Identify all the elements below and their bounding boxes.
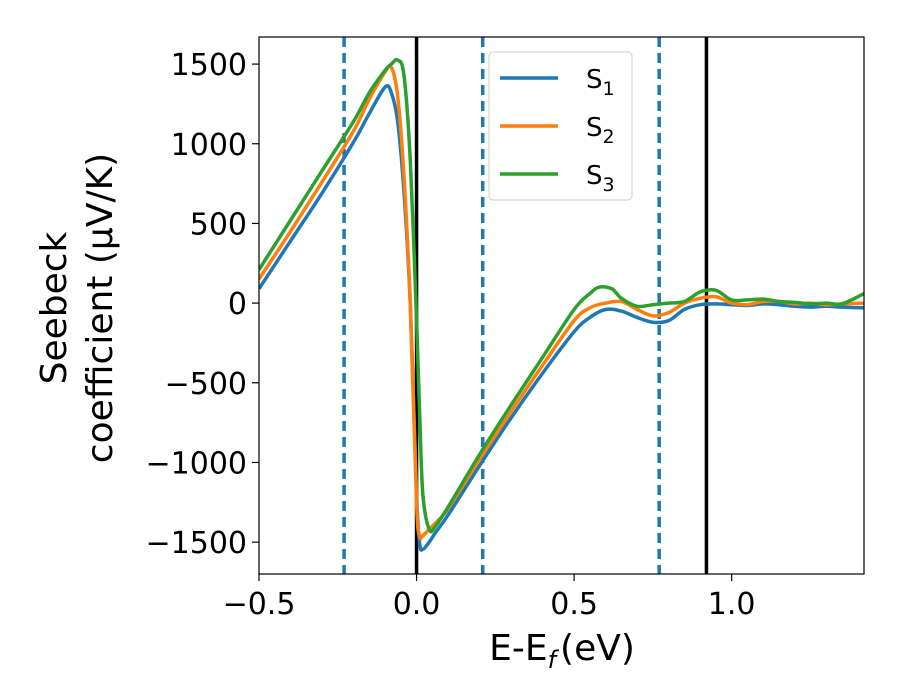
x-tick-label: 0.5 <box>550 587 598 622</box>
y-tick-label: 1000 <box>171 128 247 163</box>
y-axis-ticks: −1500 −1000 −500 0 500 1000 1500 <box>146 48 259 561</box>
series-lines <box>259 57 864 552</box>
legend-label-1: S1 <box>586 65 615 100</box>
series-line-1 <box>259 84 864 552</box>
series-line-2 <box>259 63 864 541</box>
series-line-3 <box>259 57 864 534</box>
legend: S1 S2 S3 <box>488 51 633 201</box>
y-axis-title-line2: coefficient (μV/K) <box>80 153 121 463</box>
legend-label-2: S2 <box>586 113 615 148</box>
x-axis-title: E-Ef (eV) <box>489 628 635 674</box>
y-tick-label: 500 <box>190 207 247 242</box>
y-tick-label: −1500 <box>146 526 247 561</box>
y-tick-label: 1500 <box>171 48 247 83</box>
x-tick-label: 0.0 <box>393 587 441 622</box>
legend-box <box>488 51 633 201</box>
plot-frame <box>258 36 865 575</box>
x-tick-label: 1.0 <box>708 587 756 622</box>
legend-label-3: S3 <box>586 161 615 196</box>
x-tick-label: −0.5 <box>223 587 296 622</box>
y-tick-label: −500 <box>165 367 247 402</box>
x-axis-ticks: −0.5 0.0 0.5 1.0 <box>223 574 756 622</box>
y-tick-label: 0 <box>228 287 247 322</box>
y-axis-title-line1: Seebeck <box>34 231 75 384</box>
y-tick-label: −1000 <box>146 446 247 481</box>
y-axis-title: Seebeck coefficient (μV/K) <box>34 153 121 463</box>
